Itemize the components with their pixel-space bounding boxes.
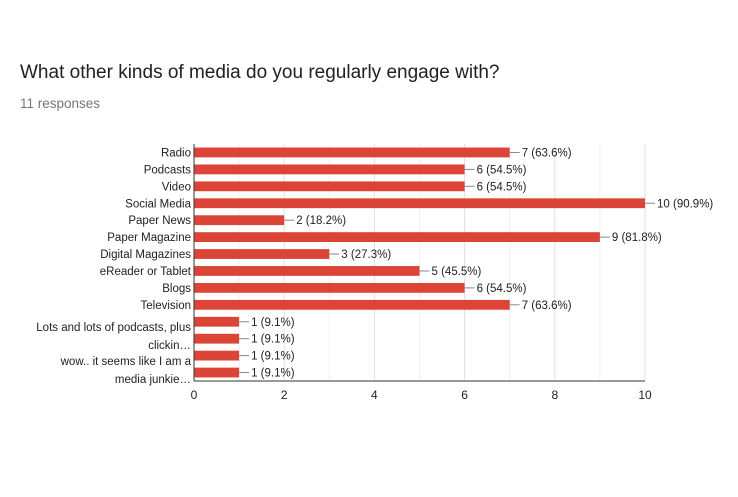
page-title: What other kinds of media do you regular…: [20, 62, 500, 83]
data-label: 5 (45.5%): [432, 266, 482, 278]
bar: [194, 215, 285, 226]
category-label: Social Media: [125, 198, 191, 210]
category-label: Radio: [161, 147, 191, 159]
category-label: clickin…: [148, 340, 191, 352]
bar: [194, 232, 600, 243]
data-label: 6 (54.5%): [477, 164, 527, 176]
x-tick-label: 2: [281, 388, 288, 402]
category-label: Paper News: [128, 215, 191, 227]
category-label: media junkie…: [115, 374, 191, 386]
x-tick-label: 4: [371, 388, 378, 402]
data-label: 6 (54.5%): [477, 283, 527, 295]
x-tick-label: 8: [551, 388, 558, 402]
data-label: 9 (81.8%): [612, 232, 662, 244]
category-label: Lots and lots of podcasts, plus: [36, 322, 191, 334]
bar: [194, 316, 240, 327]
bar: [194, 164, 465, 175]
category-label: Television: [141, 300, 192, 312]
category-label: Digital Magazines: [100, 249, 191, 261]
category-label: Podcasts: [144, 164, 192, 176]
category-label: eReader or Tablet: [100, 266, 192, 278]
bar: [194, 249, 330, 259]
category-label: Blogs: [162, 283, 191, 295]
responses-count: 11 responses: [20, 96, 101, 111]
bar: [194, 299, 510, 310]
bar: [194, 333, 240, 344]
bar: [194, 198, 645, 209]
x-tick-label: 10: [638, 388, 652, 402]
data-label: 1 (9.1%): [251, 334, 295, 346]
data-label: 2 (18.2%): [296, 215, 346, 227]
data-label: 7 (63.6%): [522, 147, 572, 159]
bar: [194, 181, 465, 192]
bar: [194, 266, 420, 276]
data-label: 10 (90.9%): [657, 198, 713, 210]
bar: [194, 282, 465, 293]
data-label: 1 (9.1%): [251, 317, 295, 329]
category-label: Video: [162, 181, 191, 193]
data-label: 1 (9.1%): [251, 368, 295, 380]
x-tick-label: 0: [191, 388, 198, 402]
bar: [194, 350, 240, 361]
data-label: 3 (27.3%): [341, 249, 391, 261]
data-label: 1 (9.1%): [251, 351, 295, 363]
category-label: Paper Magazine: [107, 232, 191, 244]
x-tick-label: 6: [461, 388, 468, 402]
data-label: 6 (54.5%): [477, 181, 527, 193]
bar: [194, 147, 510, 158]
category-label: wow.. it seems like I am a: [60, 356, 192, 368]
bar: [194, 367, 240, 378]
data-label: 7 (63.6%): [522, 300, 572, 312]
